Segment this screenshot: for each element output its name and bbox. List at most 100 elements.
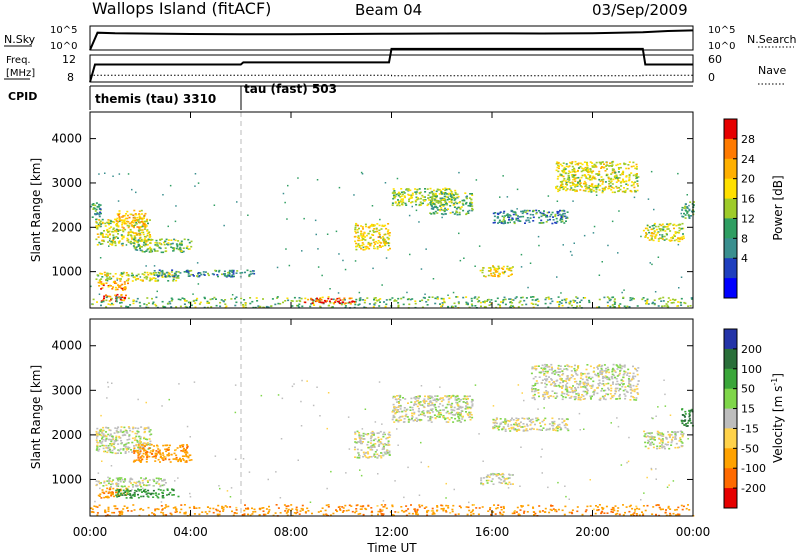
echo-cell [434, 398, 437, 401]
echo-cell [373, 453, 376, 455]
echo-cell [580, 170, 583, 173]
echo-cell [493, 473, 496, 475]
echo-cell [538, 428, 541, 431]
echo-cell [118, 285, 121, 287]
nsky-label: N.Sky [4, 33, 36, 46]
echo-cell [417, 414, 420, 417]
echo-cell [454, 189, 457, 192]
echo-cell [590, 387, 593, 389]
echo-cell [486, 482, 489, 484]
echo-cell [414, 200, 417, 203]
echo-cell [380, 513, 383, 515]
echo-cell [363, 248, 366, 251]
echo-cell [384, 443, 387, 445]
echo-cell [130, 243, 132, 245]
echo-cell [501, 421, 504, 423]
echo-cell [358, 434, 361, 436]
echo-cell [327, 506, 330, 508]
echo-cell [508, 427, 511, 430]
echo-cell [139, 447, 142, 449]
echo-cell [602, 181, 604, 183]
echo-cell [144, 438, 147, 440]
echo-cell [460, 409, 463, 412]
echo-cell [98, 431, 101, 434]
echo-cell [542, 370, 545, 373]
echo-cell [394, 191, 396, 194]
echo-cell [535, 368, 538, 370]
echo-cell [124, 445, 127, 448]
echo-cell [391, 297, 394, 299]
echo-cell [564, 423, 567, 425]
echo-cell [497, 473, 500, 475]
echo-cell [598, 178, 601, 181]
echo-cell [496, 297, 499, 300]
echo-cell [669, 514, 672, 517]
echo-cell [659, 297, 662, 300]
echo-cell [210, 306, 213, 308]
echo-cell [192, 293, 194, 295]
echo-cell [635, 513, 638, 515]
echo-cell [562, 179, 565, 182]
echo-cell [484, 306, 487, 308]
echo-cell [391, 411, 394, 413]
echo-cell [169, 184, 172, 187]
echo-cell [247, 214, 249, 216]
echo-cell [612, 168, 615, 171]
echo-cell [561, 299, 564, 302]
echo-cell [431, 411, 434, 413]
echo-cell [556, 429, 559, 432]
echo-cell [180, 504, 183, 506]
echo-cell [653, 230, 656, 232]
echo-cell [206, 506, 209, 508]
echo-cell [185, 455, 188, 458]
echo-cell [492, 418, 495, 421]
echo-cell [626, 184, 629, 186]
echo-cell [483, 275, 485, 277]
echo-cell [118, 489, 121, 491]
echo-cell [430, 510, 433, 512]
echo-cell [586, 167, 589, 169]
echo-cell [620, 382, 623, 385]
echo-cell [574, 180, 577, 182]
echo-cell [334, 301, 337, 303]
echo-cell [509, 274, 512, 276]
echo-cell [572, 200, 574, 202]
echo-cell [397, 306, 400, 308]
echo-cell [128, 434, 131, 436]
echo-cell [462, 296, 465, 299]
echo-cell [664, 230, 667, 232]
echo-cell [577, 386, 580, 389]
echo-cell [140, 495, 143, 498]
echo-cell [655, 513, 657, 516]
echo-cell [433, 206, 436, 208]
echo-cell [406, 408, 409, 411]
echo-cell [156, 445, 159, 448]
echo-cell [535, 209, 538, 212]
echo-cell [397, 297, 400, 300]
echo-cell [648, 239, 651, 241]
echo-cell [438, 411, 441, 414]
echo-cell [457, 195, 460, 198]
echo-cell [172, 488, 175, 491]
echo-cell [463, 257, 465, 259]
echo-cell [94, 204, 97, 207]
echo-cell [112, 231, 115, 233]
echo-cell [113, 511, 116, 514]
echo-cell [619, 163, 622, 165]
echo-cell [142, 280, 144, 282]
echo-cell [644, 234, 647, 237]
echo-cell [110, 440, 113, 443]
echo-cell [633, 390, 636, 393]
echo-cell [513, 510, 516, 512]
echo-cell [467, 210, 469, 213]
echo-cell [137, 454, 140, 456]
echo-cell [557, 296, 560, 298]
echo-cell [454, 417, 457, 420]
echo-cell [397, 191, 400, 194]
echo-cell [114, 218, 117, 221]
echo-cell [121, 275, 124, 278]
echo-cell [481, 271, 484, 274]
echo-cell [556, 178, 559, 180]
echo-cell [99, 280, 102, 282]
echo-cell [529, 262, 532, 264]
